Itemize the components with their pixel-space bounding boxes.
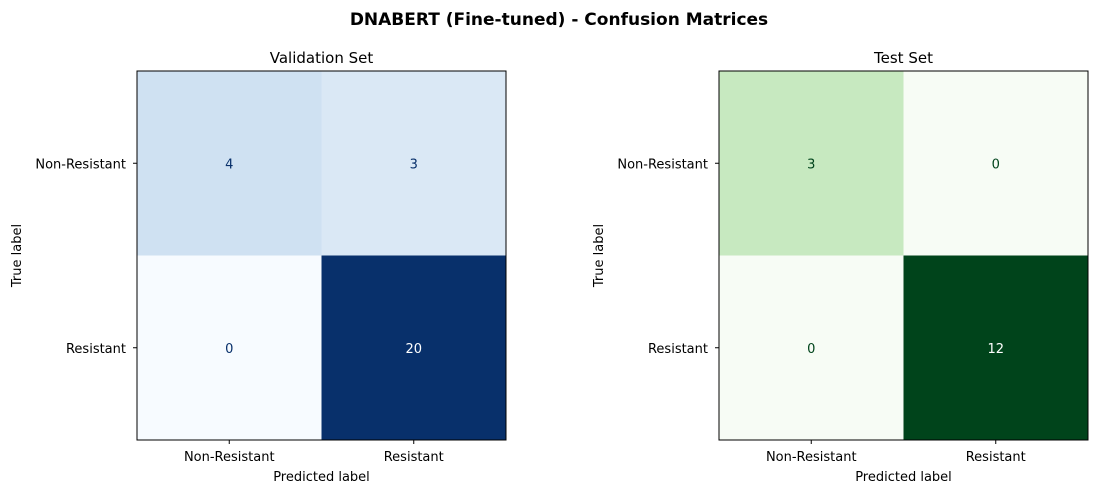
axes-frame — [718, 70, 1089, 441]
subplot-title: Validation Set — [270, 49, 374, 67]
matrix-cell — [137, 255, 322, 440]
matrix-cell — [903, 71, 1088, 256]
matrix-cell — [137, 71, 322, 256]
x-tick-label: Non-Resistant — [184, 450, 275, 465]
x-axis-label: Predicted label — [273, 470, 370, 485]
cell-value-label: 12 — [987, 342, 1004, 357]
confusion-matrix-panel-1: 4 3 0 20 Validation Set Non-Resistant Resistan… — [10, 49, 507, 485]
matrix-cell — [321, 71, 506, 256]
cell-value-label: 3 — [807, 157, 815, 172]
x-tick-label: Resistant — [966, 450, 1026, 465]
y-tick-label: Non-Resistant — [617, 157, 708, 172]
x-tick-label: Non-Resistant — [766, 450, 857, 465]
cell-value-label: 0 — [225, 342, 233, 357]
cell-value-label: 4 — [225, 157, 233, 172]
matrix-cell — [321, 255, 506, 440]
matrix-cell — [719, 255, 904, 440]
matrix-cell — [903, 255, 1088, 440]
x-tick-label: Resistant — [384, 450, 444, 465]
subplot-title: Test Set — [873, 49, 933, 67]
confusion-matrix-panel-2: 3 0 0 12 Test Set Non-Resistant Resistant Non-R… — [592, 49, 1089, 485]
cell-value-label: 3 — [410, 157, 418, 172]
y-tick-label: Non-Resistant — [35, 157, 126, 172]
figure-title: DNABERT (Fine-tuned) - Confusion Matrice… — [350, 10, 768, 30]
y-tick-label: Resistant — [648, 342, 708, 357]
y-axis-label: True label — [10, 224, 25, 288]
panels: 4 3 0 20 Validation Set Non-Resistant Resistan… — [10, 49, 1089, 485]
axes-frame — [136, 70, 507, 441]
cell-value-label: 20 — [405, 342, 422, 357]
y-axis-label: True label — [592, 224, 607, 288]
cell-value-label: 0 — [992, 157, 1000, 172]
cell-value-label: 0 — [807, 342, 815, 357]
x-axis-label: Predicted label — [855, 470, 952, 485]
matrix-cell — [719, 71, 904, 256]
y-tick-label: Resistant — [66, 342, 126, 357]
